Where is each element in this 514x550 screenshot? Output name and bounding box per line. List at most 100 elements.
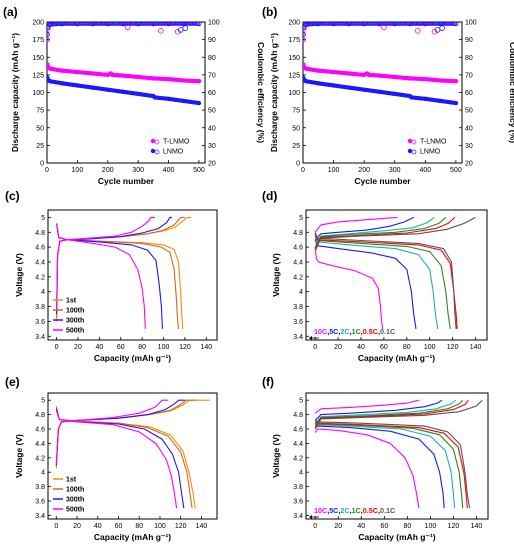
ce-point xyxy=(120,22,126,27)
x-tick-label: 120 xyxy=(448,523,460,530)
y-tick-label: 75 xyxy=(36,108,44,115)
panel-label: (e) xyxy=(5,375,20,389)
rate-label: 0.1C xyxy=(380,506,395,515)
x-tick-label: 200 xyxy=(102,167,114,174)
y-tick-label: 100 xyxy=(32,90,44,97)
y2-tick-label: 50 xyxy=(465,108,473,115)
series-1c xyxy=(314,216,451,329)
ce-outlier-point xyxy=(174,28,181,35)
ce-outlier-point xyxy=(182,25,189,31)
y-tick-label: 50 xyxy=(292,125,300,132)
y-tick-label: 4.6 xyxy=(35,245,45,252)
capacity-point xyxy=(47,62,50,67)
rate-arrow-head xyxy=(309,336,312,340)
capacity-point xyxy=(181,78,186,83)
charge-curve xyxy=(314,216,435,244)
y2-tick-label: 100 xyxy=(465,20,477,27)
ce-point xyxy=(105,22,111,27)
charge-curve xyxy=(314,399,443,421)
ce-outlier-point xyxy=(431,28,438,35)
capacity-point xyxy=(366,72,371,78)
y2-tick-label: 20 xyxy=(208,161,216,168)
charge-curve xyxy=(314,399,457,424)
series-2c xyxy=(314,399,457,509)
discharge-curve xyxy=(314,421,468,509)
capacity-point xyxy=(316,68,321,73)
plot-area xyxy=(56,216,192,329)
y-tick-label: 175 xyxy=(32,37,44,44)
y-tick-label: 175 xyxy=(288,37,300,44)
legend-marker xyxy=(150,148,156,154)
x-tick-label: 0 xyxy=(54,523,58,530)
capacity-point xyxy=(303,62,306,67)
x-tick-label: 20 xyxy=(73,523,81,530)
ce-outlier-point xyxy=(434,27,441,33)
x-tick-label: 40 xyxy=(357,344,365,351)
y-tick-label: 4 xyxy=(299,470,303,477)
y-tick-label: 4.2 xyxy=(35,455,45,462)
panel-label: (b) xyxy=(262,5,277,19)
x-axis-label: Capacity (mAh g⁻¹) xyxy=(358,532,435,542)
ce-point xyxy=(303,37,306,42)
capacity-point xyxy=(110,72,115,78)
charge-curve xyxy=(314,216,456,249)
y-tick-label: 25 xyxy=(36,143,44,150)
rate-separator: , xyxy=(338,506,340,515)
ce-point xyxy=(392,22,398,27)
y2-tick-label: 90 xyxy=(465,37,473,44)
x-tick-label: 120 xyxy=(447,344,459,351)
charge-curve xyxy=(56,216,192,322)
series-1c xyxy=(314,399,464,509)
x-tick-label: 400 xyxy=(419,167,431,174)
discharge-curve xyxy=(314,428,420,509)
y-tick-label: 4.4 xyxy=(293,441,303,448)
ce-point xyxy=(150,22,156,27)
y-tick-label: 4.8 xyxy=(35,412,45,419)
capacity-point xyxy=(377,89,382,94)
ce-point xyxy=(47,26,51,32)
capacity-point xyxy=(346,71,352,76)
series-lnmo-ce xyxy=(303,22,459,37)
x-axis-label: Cycle number xyxy=(354,176,411,186)
x-tick-label: 80 xyxy=(135,523,143,530)
ce-outlier-point xyxy=(414,28,421,34)
ce-point xyxy=(47,37,50,42)
series-500th xyxy=(55,399,178,509)
ce-point xyxy=(90,22,96,27)
rate-separator: , xyxy=(361,327,363,336)
y-tick-label: 3.8 xyxy=(293,304,303,311)
legend-marker xyxy=(154,149,160,155)
y2-axis-label: Coulombic efficiency (%) xyxy=(508,42,514,143)
y-tick-label: 4.2 xyxy=(293,274,303,281)
chart-panel-3: (c) 0 20 40 60 80 100 120 140 3.4 3.6 3.8 4 4.2 4.4 4.6… xyxy=(5,189,218,363)
x-tick-label: 400 xyxy=(163,167,175,174)
capacity-point xyxy=(377,73,382,78)
x-axis-label: Cycle number xyxy=(98,176,155,186)
y-tick-label: 4.6 xyxy=(293,427,303,434)
legend-label: 300th xyxy=(66,318,84,325)
capacity-point xyxy=(316,81,321,86)
discharge-curve xyxy=(314,247,384,329)
plot-area xyxy=(55,399,210,509)
x-tick-label: 100 xyxy=(154,523,166,530)
y2-tick-label: 40 xyxy=(208,125,216,132)
panel-label: (f) xyxy=(262,375,274,389)
y2-tick-label: 60 xyxy=(208,90,216,97)
capacity-point xyxy=(90,85,95,90)
legend-marker xyxy=(150,138,156,144)
chart-panel-5: (e) 0 20 40 60 80 100 120 140 3.4 3.6 3.8 4 4.2 4.4 4.6… xyxy=(5,375,218,542)
legend-marker xyxy=(411,149,417,155)
y2-tick-label: 80 xyxy=(465,55,473,62)
rate-separator: , xyxy=(327,327,329,336)
y-tick-label: 4.8 xyxy=(293,412,303,419)
y-tick-label: 4.4 xyxy=(293,260,303,267)
y-tick-label: 125 xyxy=(288,72,300,79)
capacity-point xyxy=(75,83,80,88)
capacity-point xyxy=(331,69,336,75)
charge-curve xyxy=(314,399,469,428)
x-tick-label: 0 xyxy=(55,344,59,351)
x-tick-label: 80 xyxy=(403,344,411,351)
y2-tick-label: 60 xyxy=(465,90,473,97)
ce-point xyxy=(331,22,337,27)
